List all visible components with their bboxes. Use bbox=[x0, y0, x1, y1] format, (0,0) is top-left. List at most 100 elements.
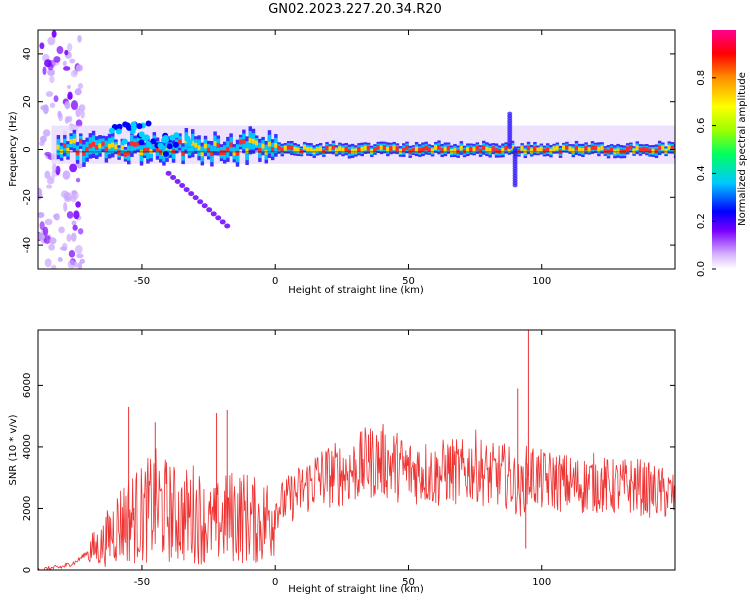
colorbar-tick-label: 0.6 bbox=[696, 118, 707, 134]
band-core bbox=[530, 148, 534, 154]
x-tick-label: 50 bbox=[402, 276, 415, 287]
noise-blob bbox=[76, 253, 84, 259]
band-core bbox=[670, 145, 675, 151]
band-core bbox=[466, 147, 470, 153]
noise-blob bbox=[60, 190, 69, 199]
noise-blob bbox=[72, 224, 78, 231]
band-core bbox=[302, 144, 307, 150]
band-core bbox=[360, 147, 364, 152]
noise-blob bbox=[75, 177, 81, 183]
band-core bbox=[296, 147, 300, 153]
band-core bbox=[609, 146, 614, 152]
streak-blob bbox=[165, 170, 172, 176]
noise-blob bbox=[51, 162, 57, 173]
band-core bbox=[472, 147, 476, 152]
band-core bbox=[222, 150, 227, 155]
noise-blob bbox=[59, 246, 67, 251]
band-core bbox=[56, 144, 61, 150]
band-core bbox=[357, 146, 361, 152]
streak-blob bbox=[219, 219, 226, 225]
band-core bbox=[254, 140, 259, 146]
noise-blob bbox=[75, 107, 81, 118]
band-core bbox=[270, 147, 275, 153]
cluster-blob bbox=[145, 141, 152, 148]
band-core bbox=[306, 146, 310, 152]
band-core bbox=[203, 143, 208, 149]
band-core bbox=[274, 143, 278, 148]
cluster-blob bbox=[157, 142, 164, 149]
cluster-blob bbox=[161, 136, 168, 143]
band-core bbox=[536, 147, 540, 153]
band-core bbox=[331, 145, 336, 150]
band-core bbox=[450, 148, 454, 154]
streak-blob bbox=[183, 187, 190, 193]
band-core bbox=[430, 148, 435, 154]
noise-blob bbox=[66, 233, 72, 242]
snr-line bbox=[38, 423, 675, 570]
band-core bbox=[370, 148, 374, 154]
band-core bbox=[552, 146, 556, 152]
band-core bbox=[88, 143, 93, 149]
band-core bbox=[443, 146, 448, 152]
band-core bbox=[546, 147, 550, 153]
snr-x-axis-label: Height of straight line (km) bbox=[288, 584, 424, 595]
cluster-blob bbox=[186, 147, 193, 154]
band-core bbox=[386, 146, 390, 152]
cluster-blob bbox=[169, 134, 176, 141]
band-core bbox=[338, 146, 342, 152]
band-core bbox=[673, 148, 675, 154]
snr-ticks: -50 0 50 100 0 2000 4000 6000 bbox=[22, 330, 675, 588]
band-core bbox=[373, 147, 377, 152]
noise-blob bbox=[71, 194, 77, 203]
band-core bbox=[219, 150, 224, 156]
spectrogram-image bbox=[38, 30, 675, 269]
noise-blob bbox=[50, 264, 57, 269]
band-core bbox=[123, 151, 128, 157]
noise-blob bbox=[68, 249, 76, 258]
noise-blob bbox=[67, 43, 73, 52]
band-core bbox=[213, 141, 217, 146]
snr-y-axis-label: SNR (10 * v/v) bbox=[8, 414, 19, 485]
band-core bbox=[440, 148, 444, 153]
band-core bbox=[206, 147, 211, 153]
noise-blob bbox=[45, 91, 54, 97]
band-core bbox=[79, 138, 83, 144]
noise-blob bbox=[49, 237, 57, 245]
noise-blob bbox=[57, 110, 62, 119]
noise-blob bbox=[64, 196, 72, 202]
band-core bbox=[510, 144, 515, 150]
band-core bbox=[293, 146, 297, 152]
snr-plot-area bbox=[38, 330, 675, 570]
band-core bbox=[507, 146, 512, 152]
band-core bbox=[334, 148, 339, 154]
noise-blob bbox=[62, 170, 71, 180]
streak-blob bbox=[201, 203, 208, 209]
band-core bbox=[565, 144, 569, 150]
band-core bbox=[91, 141, 96, 147]
noise-blob bbox=[40, 104, 48, 111]
band-core bbox=[427, 147, 432, 153]
band-core bbox=[571, 148, 576, 154]
colorbar-tick-label: 0.2 bbox=[696, 213, 707, 229]
band-core bbox=[389, 146, 393, 151]
band-core bbox=[130, 141, 134, 147]
cluster-blob bbox=[150, 138, 157, 145]
cluster-blob bbox=[186, 139, 193, 146]
colorbar-label: Normalized spectral amplitude bbox=[737, 72, 748, 226]
band-core bbox=[66, 147, 70, 153]
noise-blob bbox=[62, 60, 67, 67]
band-core bbox=[136, 141, 141, 147]
cluster-blob bbox=[143, 134, 150, 141]
noise-blob bbox=[78, 104, 86, 112]
band-core bbox=[421, 146, 425, 152]
band-core bbox=[363, 145, 368, 151]
band-core bbox=[542, 148, 547, 154]
noise-blob bbox=[42, 129, 51, 137]
noise-blob bbox=[77, 34, 82, 43]
band-core bbox=[139, 150, 144, 156]
cluster-blob bbox=[145, 120, 152, 127]
band-core bbox=[117, 150, 121, 155]
band-core bbox=[600, 145, 604, 151]
band-core bbox=[625, 146, 630, 152]
